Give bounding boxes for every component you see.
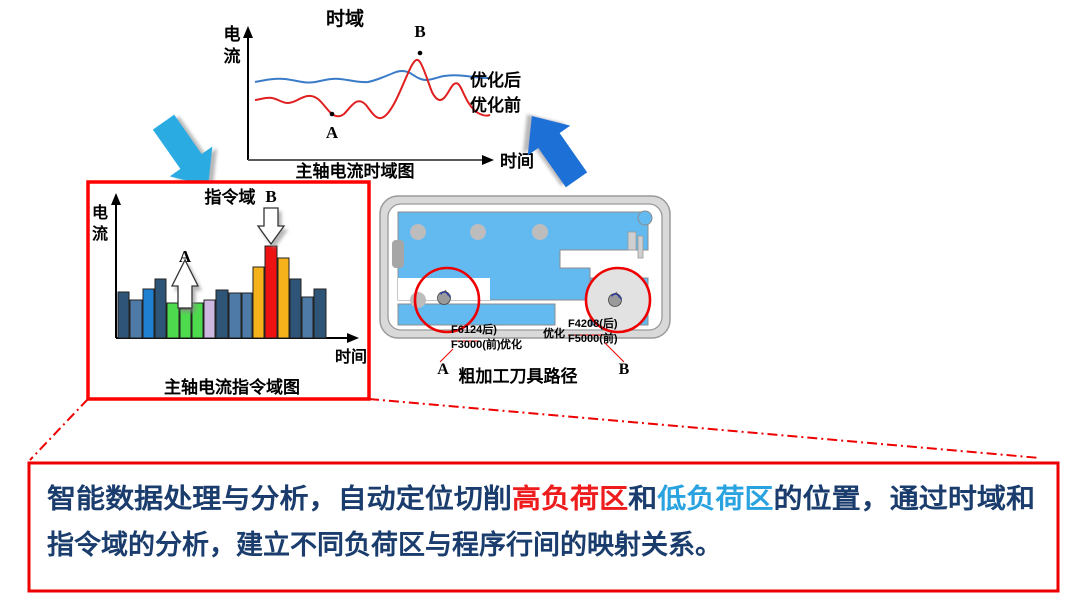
svg-text:B: B — [414, 22, 425, 41]
svg-text:主轴电流时域图: 主轴电流时域图 — [296, 161, 415, 181]
svg-text:F5000(前): F5000(前) — [568, 331, 618, 345]
svg-text:F4208(后): F4208(后) — [568, 316, 618, 330]
svg-text:时间: 时间 — [335, 347, 367, 366]
svg-text:A: A — [326, 123, 339, 142]
svg-text:F3000(前): F3000(前) — [451, 337, 501, 351]
svg-text:粗加工刀具路径: 粗加工刀具路径 — [459, 366, 578, 386]
svg-text:优化: 优化 — [543, 326, 565, 340]
svg-text:优化: 优化 — [500, 337, 522, 351]
svg-text:时域: 时域 — [326, 7, 364, 30]
svg-text:优化前: 优化前 — [470, 95, 521, 115]
svg-text:A: A — [437, 361, 449, 378]
svg-text:A: A — [179, 247, 192, 266]
svg-text:电: 电 — [92, 203, 108, 222]
svg-text:指令域的分析，建立不同负荷区与程序行间的映射关系。: 指令域的分析，建立不同负荷区与程序行间的映射关系。 — [47, 529, 722, 560]
svg-text:B: B — [265, 187, 276, 206]
svg-text:B: B — [619, 361, 630, 378]
svg-text:优化后: 优化后 — [470, 70, 521, 90]
svg-text:电: 电 — [224, 24, 241, 44]
svg-text:流: 流 — [224, 46, 241, 66]
svg-text:指令域: 指令域 — [205, 187, 256, 207]
svg-text:流: 流 — [92, 224, 108, 243]
svg-text:主轴电流指令域图: 主轴电流指令域图 — [164, 377, 300, 397]
svg-text:F6124后): F6124后) — [451, 322, 497, 336]
